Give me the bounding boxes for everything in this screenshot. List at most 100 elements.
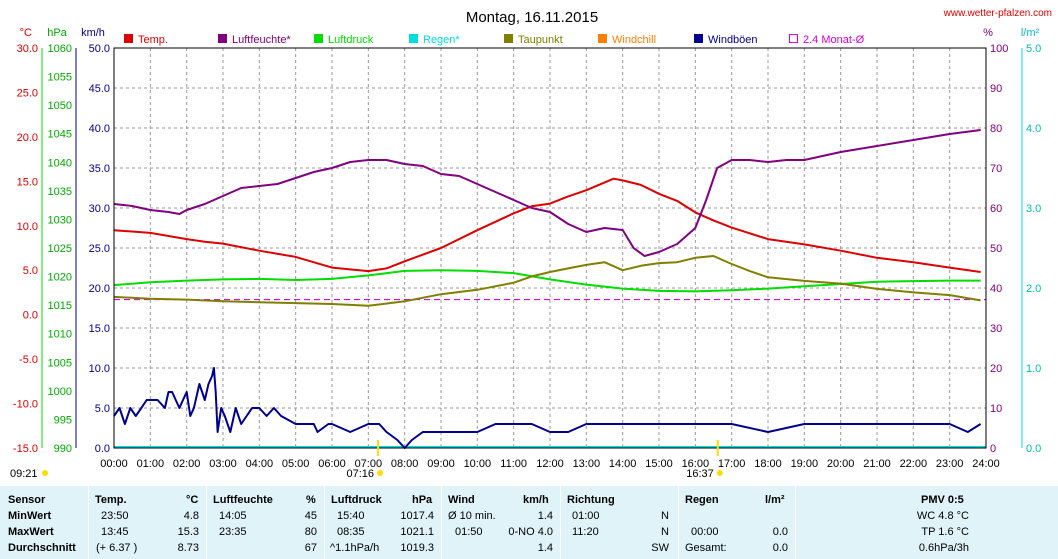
press-min-time: 15:40 xyxy=(337,510,365,522)
legend-label: Taupunkt xyxy=(518,34,563,46)
legend-label: Windchill xyxy=(612,34,656,46)
rain-unit-header: l/m² xyxy=(765,494,785,506)
humidity-tick-label: 90 xyxy=(990,83,1002,95)
legend-label: Luftfeuchte* xyxy=(232,34,291,46)
time-tick-label: 03:00 xyxy=(209,458,237,470)
time-tick-label: 11:00 xyxy=(500,458,527,470)
humidity-tick-label: 60 xyxy=(990,203,1002,215)
pmv-row-1: WC 4.8 °C xyxy=(916,510,969,522)
pressure-tick-label: 1010 xyxy=(48,329,72,341)
row-label-avg: Durchschnitt xyxy=(8,542,76,554)
time-tick-label: 12:00 xyxy=(536,458,564,470)
time-tick-label: 02:00 xyxy=(173,458,201,470)
time-tick-label: 20:00 xyxy=(827,458,855,470)
press-max-value: 1021.1 xyxy=(400,526,434,538)
temp-tick-label: 25.0 xyxy=(17,87,38,99)
website-link[interactable]: www.wetter-pfalzen.com xyxy=(943,8,1052,19)
wind-tick-label: 40.0 xyxy=(89,123,110,135)
rain-max-time: 00:00 xyxy=(691,526,719,538)
row-label-min: MinWert xyxy=(8,510,52,522)
wind-header: Wind xyxy=(448,494,475,506)
time-tick-label: 01:00 xyxy=(137,458,165,470)
press-min-value: 1017.4 xyxy=(400,510,434,522)
rain-tick-label: 5.0 xyxy=(1026,43,1041,55)
time-tick-label: 13:00 xyxy=(573,458,601,470)
rain-tick-label: 2.0 xyxy=(1026,283,1041,295)
time-tick-label: 06:00 xyxy=(318,458,346,470)
dir-min-time: 01:00 xyxy=(572,510,600,522)
pressure-tick-label: 1015 xyxy=(48,300,72,312)
temp-avg-value: 8.73 xyxy=(177,542,199,554)
taupunkt-series-line xyxy=(113,255,981,307)
dir-min-value: N xyxy=(661,510,669,522)
summary-table: Sensor Temp. °C Luftfeuchte % Luftdruck … xyxy=(0,486,1058,559)
wind-max-value: 0-NO 4.0 xyxy=(508,526,553,538)
moonrise-time: 09:21 xyxy=(10,468,38,480)
legend-label: 2.4 Monat-Ø xyxy=(803,34,865,46)
wind-tick-label: 15.0 xyxy=(89,323,110,335)
dir-max-value: N xyxy=(661,526,669,538)
rain-total-value: 0.0 xyxy=(772,542,788,554)
humidity-unit-label: % xyxy=(983,27,993,39)
wind-tick-label: 30.0 xyxy=(89,203,110,215)
pressure-unit-label: hPa xyxy=(47,27,67,39)
wind-max-time: 01:50 xyxy=(455,526,483,538)
pressure-tick-label: 1030 xyxy=(48,214,72,226)
time-tick-label: 23:00 xyxy=(936,458,964,470)
time-tick-label: 00:00 xyxy=(100,458,128,470)
temp-unit-label: °C xyxy=(20,27,32,39)
chart-title: Montag, 16.11.2015 xyxy=(466,9,598,26)
legend-swatch xyxy=(598,34,607,43)
wind-avg-value: 1.4 xyxy=(537,542,553,554)
pressure-tick-label: 1040 xyxy=(48,157,72,169)
time-tick-label: 18:00 xyxy=(754,458,782,470)
rain-tick-label: 1.0 xyxy=(1026,363,1041,375)
wind-unit-header: km/h xyxy=(523,494,549,506)
sensor-header: Sensor xyxy=(8,494,46,506)
pmv-header: PMV 0:5 xyxy=(921,494,964,506)
pressure-tick-label: 1000 xyxy=(48,386,72,398)
time-tick-label: 17:00 xyxy=(718,458,746,470)
grid xyxy=(114,48,986,448)
sunset-time: 16:37 xyxy=(686,468,714,480)
legend: Temp. Luftfeuchte* Luftdruck Regen* Taupunkt… xyxy=(124,34,865,46)
temp-max-time: 13:45 xyxy=(101,526,129,538)
dir-avg-value: SW xyxy=(651,542,669,554)
wind-tick-label: 25.0 xyxy=(89,243,110,255)
windb-en-series-line xyxy=(113,367,982,449)
temp-series-line xyxy=(113,177,981,273)
temp-tick-label: 15.0 xyxy=(17,176,38,188)
humidity-tick-label: 20 xyxy=(990,363,1002,375)
wind-min-value: 1.4 xyxy=(537,510,553,522)
rain-total-label: Gesamt: xyxy=(685,542,727,554)
hum-avg-value: 67 xyxy=(304,542,317,554)
time-tick-label: 08:00 xyxy=(391,458,419,470)
pressure-tick-label: 1060 xyxy=(48,43,72,55)
pressure-header: Luftdruck xyxy=(331,494,382,506)
pmv-row-3: 0.6hPa/3h xyxy=(918,542,969,554)
pressure-tick-label: 1055 xyxy=(48,72,72,84)
rain-header: Regen xyxy=(685,494,719,506)
legend-label: Windböen xyxy=(708,34,758,46)
hum-min-time: 14:05 xyxy=(219,510,247,522)
humidity-tick-label: 70 xyxy=(990,163,1002,175)
pressure-tick-label: 1035 xyxy=(48,186,72,198)
rain-tick-label: 3.0 xyxy=(1026,203,1041,215)
humidity-tick-label: 40 xyxy=(990,283,1002,295)
pressure-unit-header: hPa xyxy=(412,494,433,506)
legend-swatch xyxy=(409,34,418,43)
rain-tick-label: 4.0 xyxy=(1026,123,1041,135)
temp-max-value: 15.3 xyxy=(177,526,199,538)
pmv-row-2: TP 1.6 °C xyxy=(921,526,969,538)
hum-max-time: 23:35 xyxy=(219,526,247,538)
pressure-tick-label: 995 xyxy=(54,414,72,426)
humidity-unit-header: % xyxy=(306,494,316,506)
time-tick-label: 04:00 xyxy=(246,458,274,470)
temp-tick-label: -10.0 xyxy=(13,399,38,411)
temp-header: Temp. xyxy=(95,494,127,506)
humidity-tick-label: 0 xyxy=(990,443,996,455)
temp-avg-delta: (+ 6.37 ) xyxy=(96,542,138,554)
wind-tick-label: 5.0 xyxy=(95,403,110,415)
pressure-tick-label: 990 xyxy=(54,443,72,455)
wind-tick-label: 35.0 xyxy=(89,163,110,175)
